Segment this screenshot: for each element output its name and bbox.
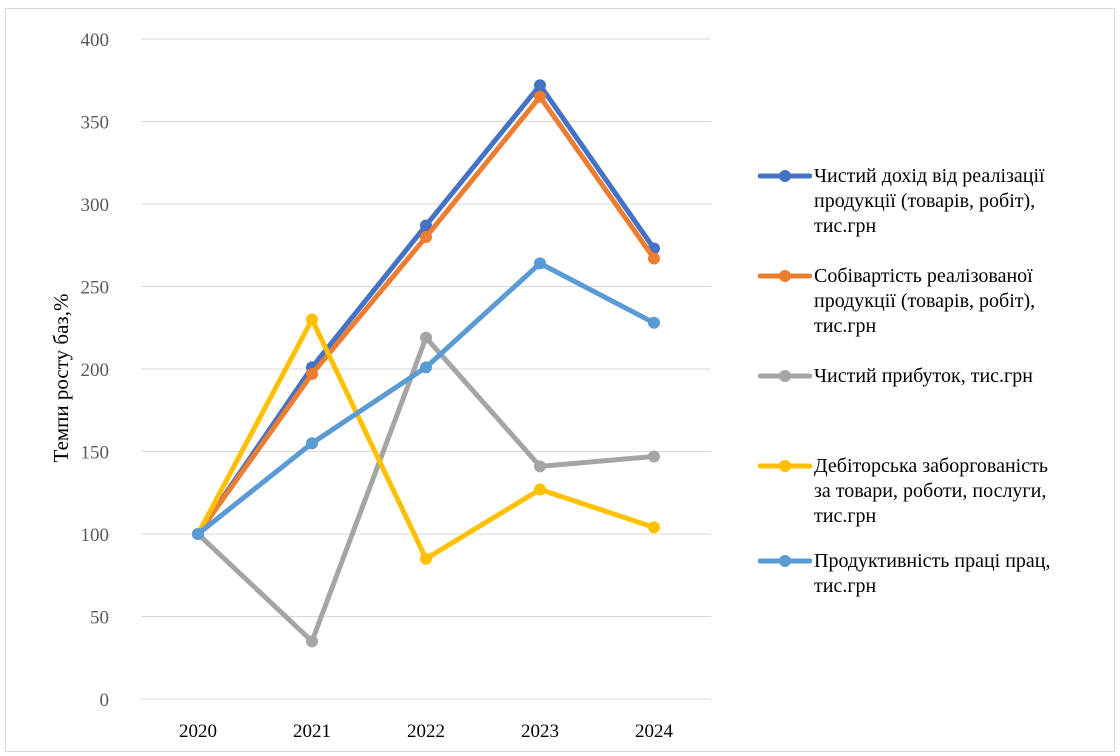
y-axis-ticks: 0 50 100 150 200 250 300 350 400 [81,30,110,711]
data-point [648,316,660,329]
legend-swatch [758,555,812,567]
data-point [534,460,546,473]
legend-label-line: за товари, роботи, послуги, [814,480,1047,502]
y-tick-label: 200 [81,360,110,381]
y-tick-label: 50 [90,608,109,629]
data-point [420,219,432,232]
x-axis-ticks: 2020 2021 2022 2023 2024 [179,721,674,742]
chart-frame: 0 50 100 150 200 250 300 350 400 2020 2021 2022 202… [5,8,1115,752]
y-tick-label: 300 [81,195,110,216]
legend-swatch [758,270,812,282]
data-point [534,79,546,92]
legend-label-line: тис.грн [814,215,877,237]
y-tick-label: 100 [81,525,110,546]
data-point [306,635,318,648]
y-tick-label: 250 [81,278,110,299]
legend-label-line: тис.грн [814,575,877,597]
legend-swatch [758,460,812,472]
legend-label-line: Чистий дохід від реалізації [814,165,1045,187]
x-tick-label: 2020 [179,721,217,742]
data-point [534,257,546,270]
legend-swatch [758,170,812,182]
legend-label-line: продукції (товарів, робіт), [814,290,1036,312]
series-lines [192,79,660,648]
x-tick-label: 2021 [293,721,331,742]
data-point [420,361,432,374]
data-point [420,331,432,344]
series-line [195,82,657,537]
legend-item: Чистий дохід від реалізації продукції (то… [758,164,1045,239]
y-tick-label: 150 [81,443,110,464]
data-point [192,528,204,540]
x-tick-label: 2023 [521,721,559,742]
y-tick-label: 400 [81,30,110,51]
data-point [306,367,318,380]
legend-label-line: продукції (товарів, робіт), [814,190,1036,212]
series-1 [192,79,660,540]
legend-item: Продуктивність праці прац, тис.грн [758,549,1051,599]
data-point [420,231,432,243]
series-line [195,335,657,644]
data-point [306,313,318,326]
series-5 [192,257,660,540]
x-tick-label: 2024 [635,721,674,742]
legend-label-line: Продуктивність праці прац, [814,550,1051,572]
legend-label-line: Чистий прибуток, тис.грн [814,365,1033,387]
legend-item: Чистий прибуток, тис.грн [758,364,1033,389]
legend-label-line: тис.грн [814,505,877,527]
y-tick-label: 0 [100,690,110,711]
data-point [534,90,546,103]
legend-item: Дебіторська заборгованість за товари, роб… [758,454,1048,529]
data-point [648,252,660,265]
data-point [648,521,660,534]
legend-label-line: тис.грн [814,315,877,337]
series-line [195,260,657,537]
data-point [306,437,318,450]
x-tick-label: 2022 [407,721,445,742]
series-3 [192,331,660,648]
series-line [195,94,657,537]
data-point [648,450,660,463]
legend-label-line: Дебіторська заборгованість [814,455,1048,477]
legend-item: Собівартість реалізованої продукції (това… [758,264,1035,339]
y-tick-label: 350 [81,113,110,134]
legend-swatch [758,370,812,382]
legend-label-line: Собівартість реалізованої [814,265,1033,287]
y-axis-title: Темпи росту баз,% [49,294,73,463]
data-point [534,483,546,496]
data-point [420,552,432,565]
